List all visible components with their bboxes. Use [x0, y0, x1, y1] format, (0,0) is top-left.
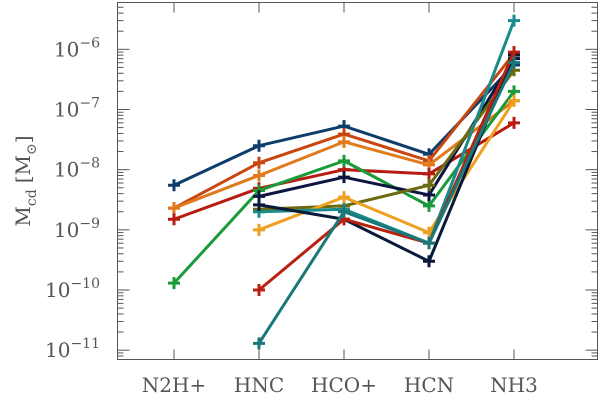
y-axis-label-unit: [M: [11, 155, 35, 183]
data-point-marker: [508, 56, 520, 69]
y-axis-label: Mcd [M⊙]: [11, 135, 40, 226]
data-point-marker: [168, 179, 180, 192]
y-tick-label: 10−10: [45, 276, 100, 302]
data-point-marker: [168, 213, 180, 226]
data-point-marker: [423, 167, 435, 180]
data-point-marker: [253, 156, 265, 169]
x-category-label: HCN: [404, 373, 454, 397]
y-tick-exponent: −8: [79, 156, 100, 172]
data-point-marker: [338, 191, 350, 204]
x-category-label: HNC: [234, 373, 284, 397]
data-point-marker: [338, 154, 350, 167]
y-tick-exponent: −11: [70, 336, 100, 352]
series-12: [253, 56, 520, 350]
x-axis: N2H+ HNC HCO+ HCN NH3: [142, 2, 538, 397]
data-point-marker: [508, 14, 520, 27]
data-point-marker: [253, 169, 265, 182]
y-axis-label-sub: cd: [24, 189, 40, 206]
x-category-label: HCO+: [311, 373, 377, 397]
data-point-marker: [423, 199, 435, 212]
y-tick-exponent: −6: [79, 35, 100, 51]
data-point-marker: [253, 284, 265, 297]
plot-frame: [117, 2, 598, 360]
y-tick-base: 10: [45, 278, 70, 302]
y-tick-base: 10: [54, 97, 79, 121]
y-tick-label: 10−7: [54, 95, 100, 121]
data-point-marker: [508, 94, 520, 107]
series-line: [258, 54, 516, 263]
data-point-marker: [423, 255, 435, 268]
series-line: [258, 51, 516, 292]
y-tick-base: 10: [54, 158, 79, 182]
series-3: [168, 94, 520, 215]
y-tick-label: 10−9: [54, 216, 100, 242]
y-tick-label: 10−6: [54, 35, 100, 61]
data-point-marker: [253, 223, 265, 236]
x-category-label: NH3: [490, 373, 538, 397]
y-tick-label: 10−11: [45, 336, 100, 362]
data-point-marker: [168, 202, 180, 215]
data-point-marker: [253, 337, 265, 350]
data-point-marker: [338, 171, 350, 184]
series-line: [257, 62, 516, 345]
y-axis-label-sun: ⊙: [24, 143, 40, 155]
series-line: [258, 20, 516, 245]
data-point-marker: [253, 198, 265, 211]
series-4: [168, 116, 520, 226]
data-point-marker: [338, 205, 350, 218]
y-axis-label-m: M: [11, 206, 35, 226]
y-tick-base: 10: [45, 338, 70, 362]
y-tick-exponent: −10: [70, 276, 100, 292]
data-point-marker: [508, 46, 520, 59]
data-point-marker: [508, 116, 520, 129]
y-axis-label-close: ]: [11, 135, 35, 143]
data-point-marker: [338, 135, 350, 148]
data-point-marker: [253, 139, 265, 152]
y-tick-base: 10: [54, 218, 79, 242]
series-layer: [168, 14, 520, 350]
y-tick-exponent: −7: [79, 95, 100, 111]
data-point-marker: [423, 179, 435, 192]
series-10: [253, 49, 520, 268]
x-category-label: N2H+: [142, 373, 206, 397]
data-point-marker: [168, 277, 180, 290]
svg-text:Mcd[M⊙]: Mcd [M⊙]: [11, 135, 40, 226]
y-tick-label: 10−8: [54, 156, 100, 182]
y-tick-exponent: −9: [79, 216, 100, 232]
y-tick-base: 10: [54, 37, 79, 61]
data-point-marker: [423, 237, 435, 250]
